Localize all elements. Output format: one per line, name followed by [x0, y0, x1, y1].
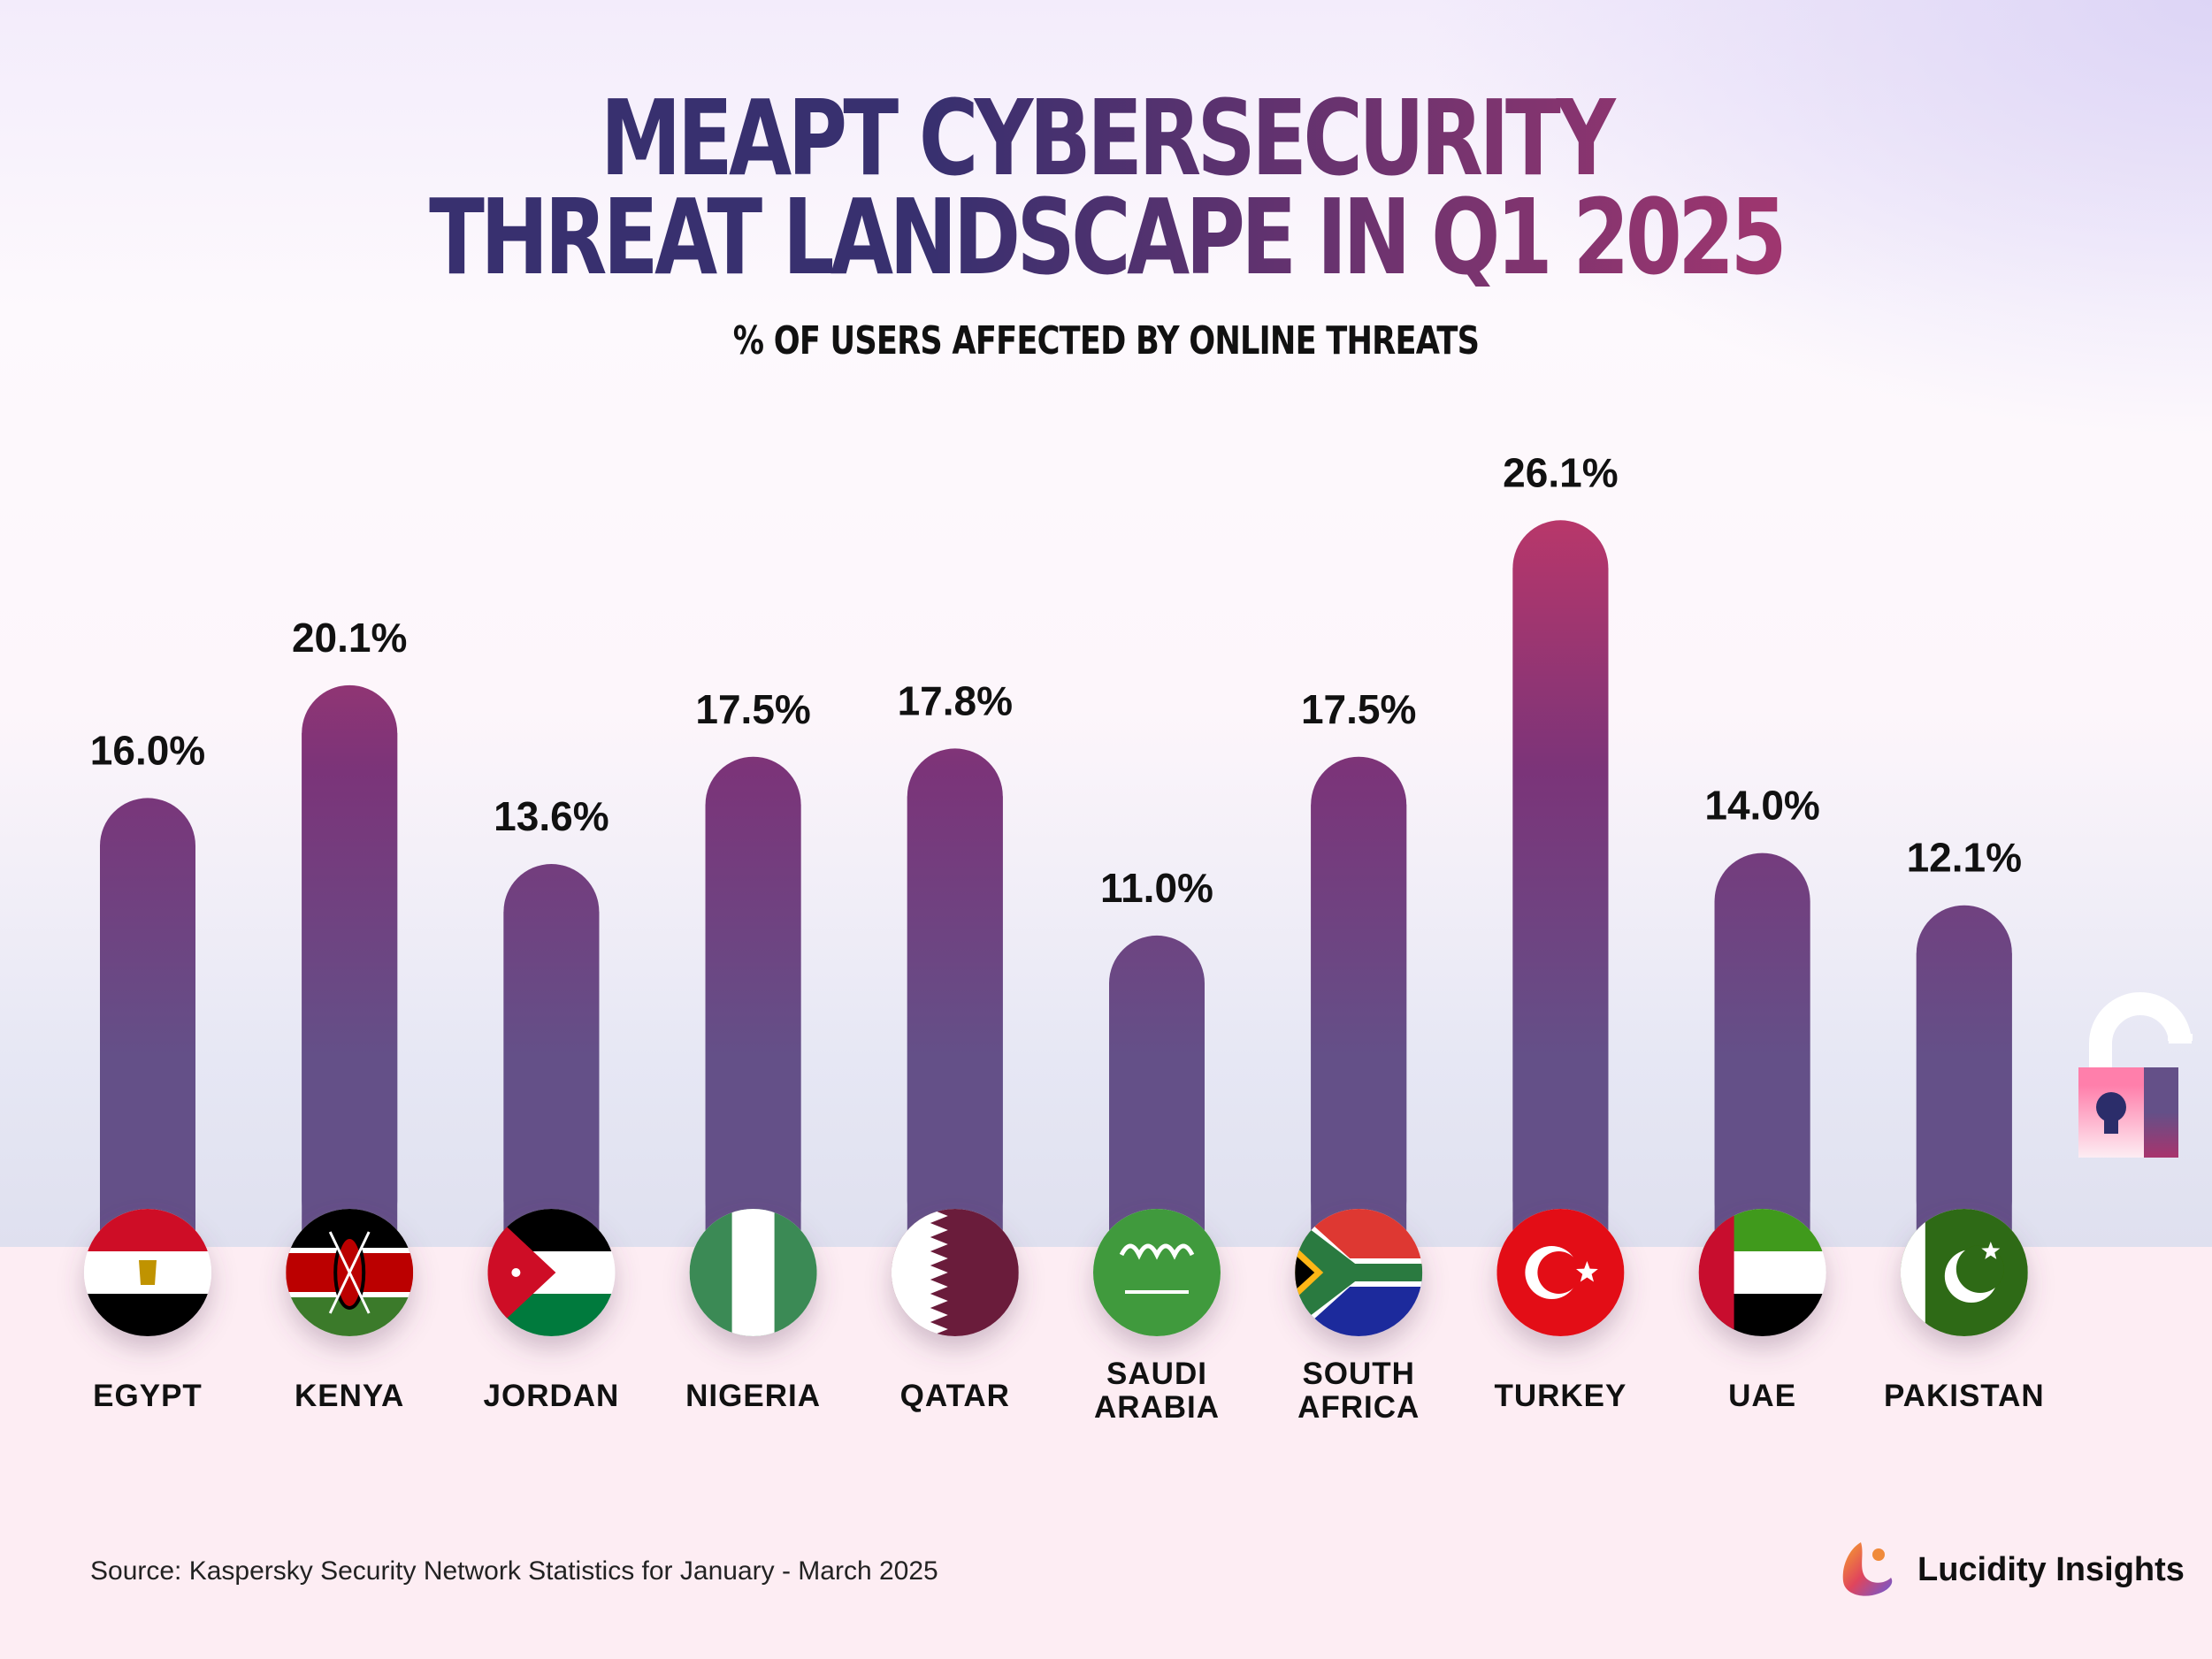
- title-line-2: THREAT LANDSCAPE IN Q1 2025: [243, 185, 1969, 289]
- bar-body: [1512, 568, 1609, 1249]
- egypt-flag-icon: [84, 1209, 211, 1336]
- category-label: UAE: [1728, 1379, 1796, 1413]
- category-label: PAKISTAN: [1884, 1379, 2045, 1413]
- category-label: EGYPT: [93, 1379, 203, 1413]
- brand-name: Lucidity Insights: [1917, 1550, 2185, 1588]
- source-note: Source: Kaspersky Security Network Stati…: [90, 1556, 938, 1586]
- value-label: 12.1%: [1907, 835, 2022, 881]
- category-label: SAUDI: [1106, 1357, 1207, 1391]
- bar-body: [1109, 982, 1205, 1249]
- bar-body: [503, 912, 600, 1249]
- category-label: AFRICA: [1297, 1390, 1420, 1425]
- category-label: SOUTH: [1302, 1357, 1415, 1391]
- unlocked-padlock-icon: [2078, 992, 2193, 1158]
- bar-body: [705, 804, 801, 1249]
- bar-body: [1916, 952, 2012, 1249]
- value-label: 16.0%: [90, 727, 205, 773]
- bar-body: [1714, 900, 1810, 1249]
- value-label: 11.0%: [1100, 865, 1213, 911]
- bar-body: [907, 796, 1003, 1249]
- bar-body: [1311, 804, 1407, 1249]
- brand-logo: Lucidity Insights: [1841, 1540, 2185, 1599]
- category-label: QATAR: [900, 1379, 1010, 1413]
- category-label: TURKEY: [1494, 1379, 1626, 1413]
- turkey-flag-icon: [1496, 1209, 1625, 1336]
- chart-subtitle: % OF USERS AFFECTED BY ONLINE THREATS: [732, 318, 1480, 363]
- category-label: KENYA: [295, 1379, 404, 1413]
- south-africa-flag-icon: [1295, 1209, 1423, 1336]
- value-label: 17.5%: [1301, 686, 1416, 732]
- background-glow: [1416, 0, 2212, 442]
- uae-flag-icon: [1698, 1209, 1826, 1336]
- value-label: 20.1%: [292, 615, 407, 661]
- nigeria-flag-icon: [689, 1209, 817, 1336]
- value-label: 17.5%: [695, 686, 810, 732]
- value-label: 17.8%: [898, 677, 1013, 723]
- jordan-flag-icon: [487, 1209, 616, 1336]
- qatar-flag-icon: [891, 1209, 1019, 1336]
- pakistan-flag-icon: [1900, 1209, 2028, 1336]
- lucidity-logo-icon: [1842, 1542, 1893, 1596]
- bar-body: [100, 845, 195, 1249]
- kenya-flag-icon: [286, 1209, 414, 1336]
- value-label: 13.6%: [494, 793, 608, 839]
- category-label: JORDAN: [484, 1379, 620, 1413]
- category-label: NIGERIA: [685, 1379, 821, 1413]
- value-label: 14.0%: [1704, 783, 1819, 829]
- category-label: ARABIA: [1094, 1390, 1220, 1425]
- bar-body: [302, 732, 398, 1249]
- saudi-arabia-flag-icon: [1093, 1209, 1221, 1336]
- value-label: 26.1%: [1503, 449, 1618, 495]
- title-line-1: MEAPT CYBERSECURITY: [243, 86, 1969, 190]
